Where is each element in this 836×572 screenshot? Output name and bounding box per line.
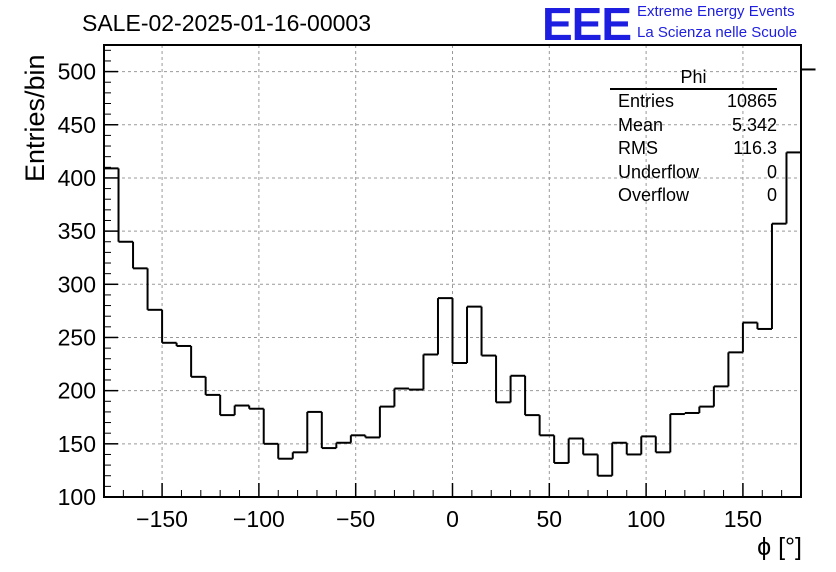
axis-ticks	[103, 49, 802, 498]
y-tick-label: 300	[58, 271, 96, 297]
stats-value: 10865	[726, 91, 777, 111]
x-tick-label: −50	[336, 506, 375, 532]
eee-logo: EEE	[542, 0, 632, 50]
stats-label: Underflow	[618, 161, 700, 182]
stats-row: Entries 10865	[610, 90, 777, 114]
stats-label: Overflow	[618, 185, 690, 205]
stats-box: Phi Entries 10865 Mean 5.342 RMS 116.3 U…	[610, 66, 777, 208]
stats-row: Overflow 0	[610, 184, 777, 208]
y-axis-label: Entries/bin	[20, 54, 50, 182]
plot-title: SALE-02-2025-01-16-00003	[82, 10, 371, 36]
x-tick-label: −100	[233, 506, 285, 532]
histogram-series	[104, 68, 816, 477]
stats-value: 0	[766, 161, 777, 182]
stats-box-title: Phi	[610, 66, 777, 90]
y-tick-label: 250	[58, 324, 96, 350]
x-tick-label: 50	[537, 506, 563, 532]
logo-tagline-2: La Scienza nelle Scuole	[637, 24, 798, 41]
logo-tagline-1: Extreme Energy Events	[637, 3, 795, 20]
y-tick-label: 200	[58, 378, 96, 404]
y-tick-label: 350	[58, 218, 96, 244]
stats-value: 116.3	[733, 138, 777, 158]
y-tick-label: 500	[58, 59, 96, 85]
stats-row: RMS 116.3	[610, 137, 777, 161]
y-tick-label: 150	[58, 431, 96, 457]
stats-label: Mean	[618, 114, 664, 135]
stats-row: Mean 5.342	[610, 114, 777, 138]
stats-label: RMS	[618, 138, 658, 158]
x-tick-label: 100	[627, 506, 665, 532]
stats-label: Entries	[618, 91, 675, 111]
x-axis-label: ϕ [°]	[757, 533, 802, 561]
x-tick-label: 150	[724, 506, 762, 532]
stats-row: Underflow 0	[610, 161, 777, 185]
tick-labels: −150 −100 −50 0 50 100 150 100 150 200 250 300 350 40…	[58, 59, 762, 532]
y-tick-label: 400	[58, 165, 96, 191]
y-tick-label: 450	[58, 112, 96, 138]
stats-value: 0	[766, 185, 777, 205]
x-tick-label: −150	[136, 506, 188, 532]
y-tick-label: 100	[58, 484, 96, 510]
x-tick-label: 0	[446, 506, 459, 532]
stats-value: 5.342	[731, 114, 777, 135]
